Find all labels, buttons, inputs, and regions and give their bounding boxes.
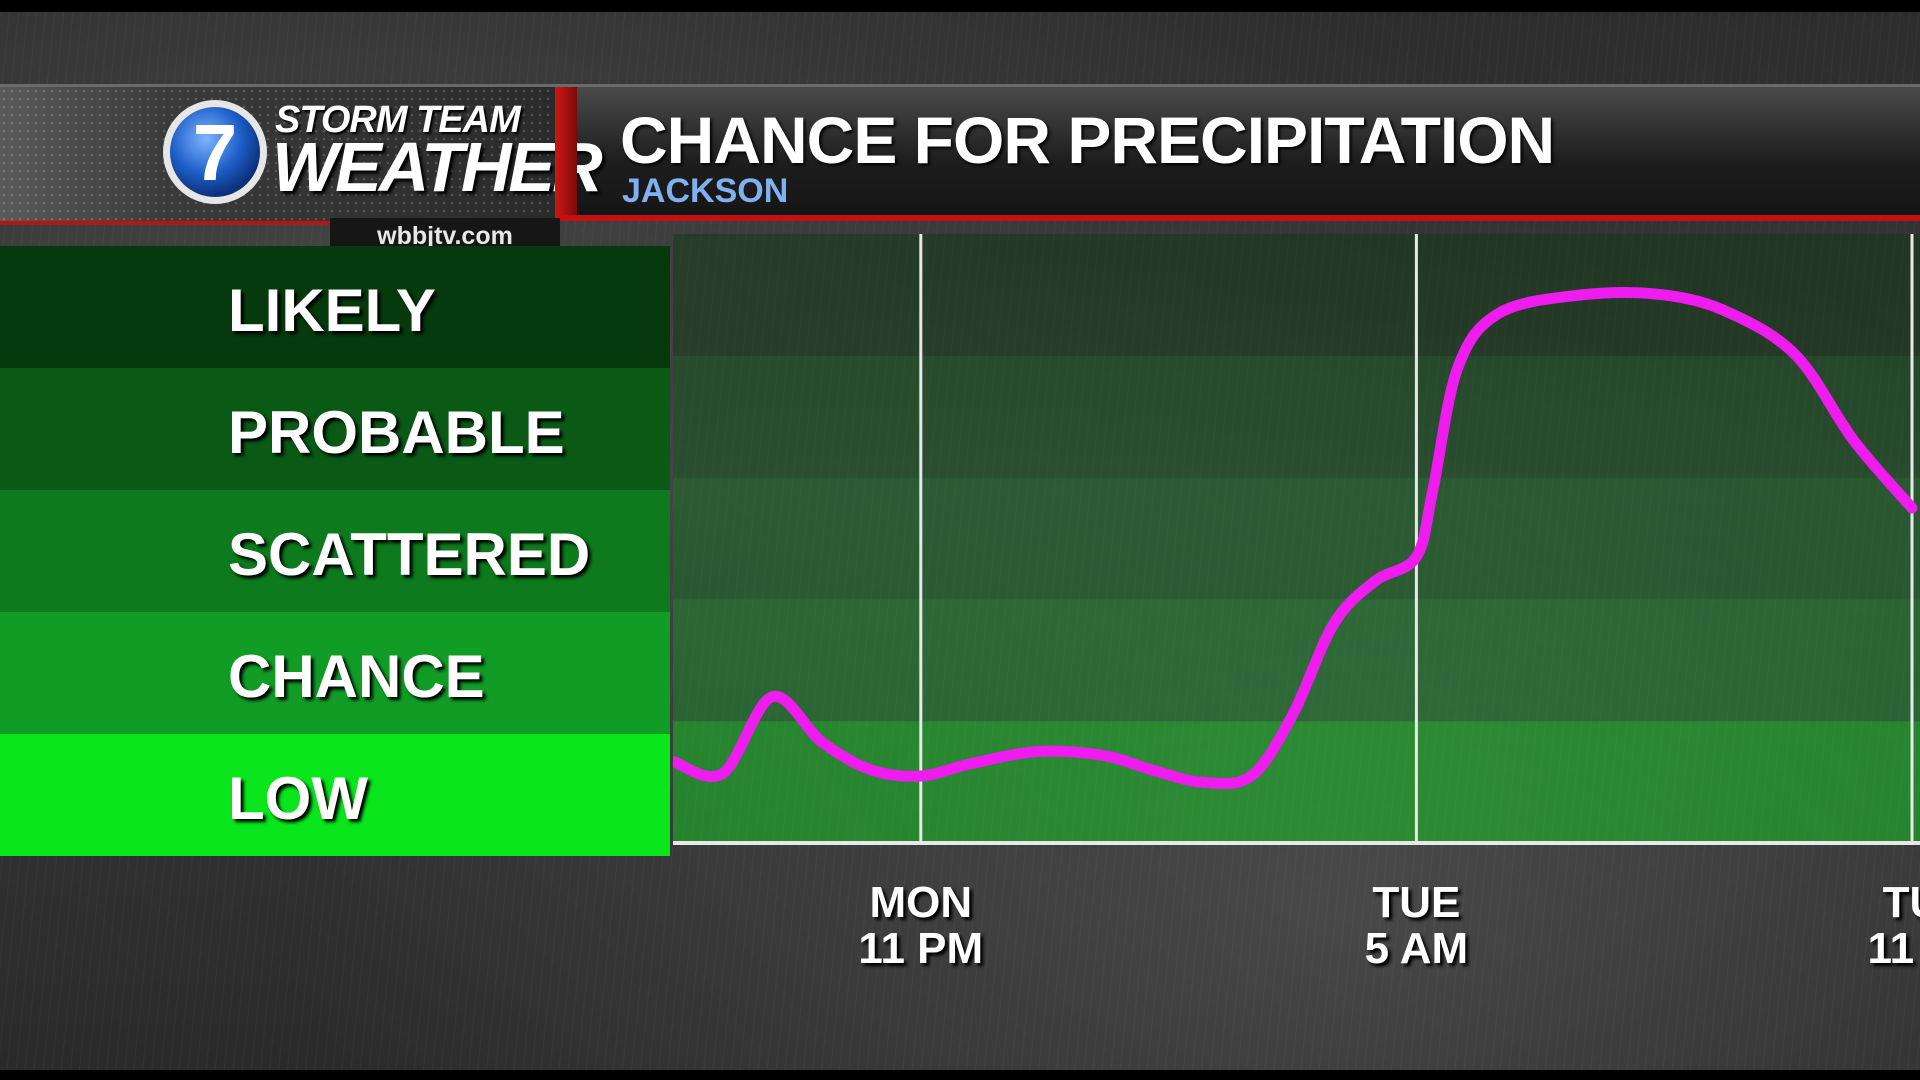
page-subtitle: JACKSON xyxy=(622,172,789,210)
x-tick-label-line1: TU xyxy=(1882,878,1920,927)
x-tick-label: TU11 A xyxy=(1802,880,1920,972)
header-bar: 7 STORM TEAM WEATHER xyxy=(0,84,1920,225)
logo-numeral: 7 xyxy=(193,108,238,197)
x-tick-label-line2: 5 AM xyxy=(1364,924,1469,973)
brand-top-text: STORM TEAM xyxy=(275,99,521,141)
plot-band-probable xyxy=(673,355,1920,478)
brand-main-text: WEATHER xyxy=(272,128,603,206)
category-row-scattered: SCATTERED xyxy=(0,490,670,612)
plot-band-likely xyxy=(673,234,1920,356)
category-row-probable: PROBABLE xyxy=(0,368,670,490)
category-label-likely: LIKELY xyxy=(228,277,436,344)
x-tick-label-line2: 11 A xyxy=(1867,924,1920,973)
channel-7-logo-icon: 7 xyxy=(163,100,267,204)
x-tick-label: TUE 5 AM xyxy=(1306,880,1526,972)
x-tick-label-line2: 11 PM xyxy=(858,924,984,973)
plot-band-scattered xyxy=(673,477,1920,600)
plot-bands xyxy=(673,234,1920,843)
header-red-underline xyxy=(560,215,1920,221)
x-tick-label-line1: TUE xyxy=(1372,878,1461,927)
plot-band-low xyxy=(673,721,1920,843)
station-logo-block: 7 STORM TEAM WEATHER xyxy=(0,87,603,225)
weather-graphic: 7 STORM TEAM WEATHER CHANCE FOR PRECIPIT… xyxy=(0,12,1920,1070)
x-tick-label-line1: MON xyxy=(869,878,973,927)
category-label-scattered: SCATTERED xyxy=(228,521,591,588)
header-red-accent xyxy=(555,87,577,221)
precipitation-series-line xyxy=(673,287,1918,790)
category-label-probable: PROBABLE xyxy=(228,399,565,466)
precipitation-chart xyxy=(673,234,1920,845)
category-label-low: LOW xyxy=(228,765,368,832)
category-row-chance: CHANCE xyxy=(0,612,670,734)
category-row-likely: LIKELY xyxy=(0,246,670,368)
category-row-low: LOW xyxy=(0,734,670,856)
category-column: LIKELY PROBABLE SCATTERED CHANCE LOW xyxy=(0,246,670,856)
x-tick-label: MON 11 PM xyxy=(811,880,1031,972)
page-title: CHANCE FOR PRECIPITATION xyxy=(620,103,1555,177)
plot-gridlines xyxy=(919,234,1914,843)
category-label-chance: CHANCE xyxy=(228,643,485,710)
website-url: wbbjtv.com xyxy=(377,222,513,250)
